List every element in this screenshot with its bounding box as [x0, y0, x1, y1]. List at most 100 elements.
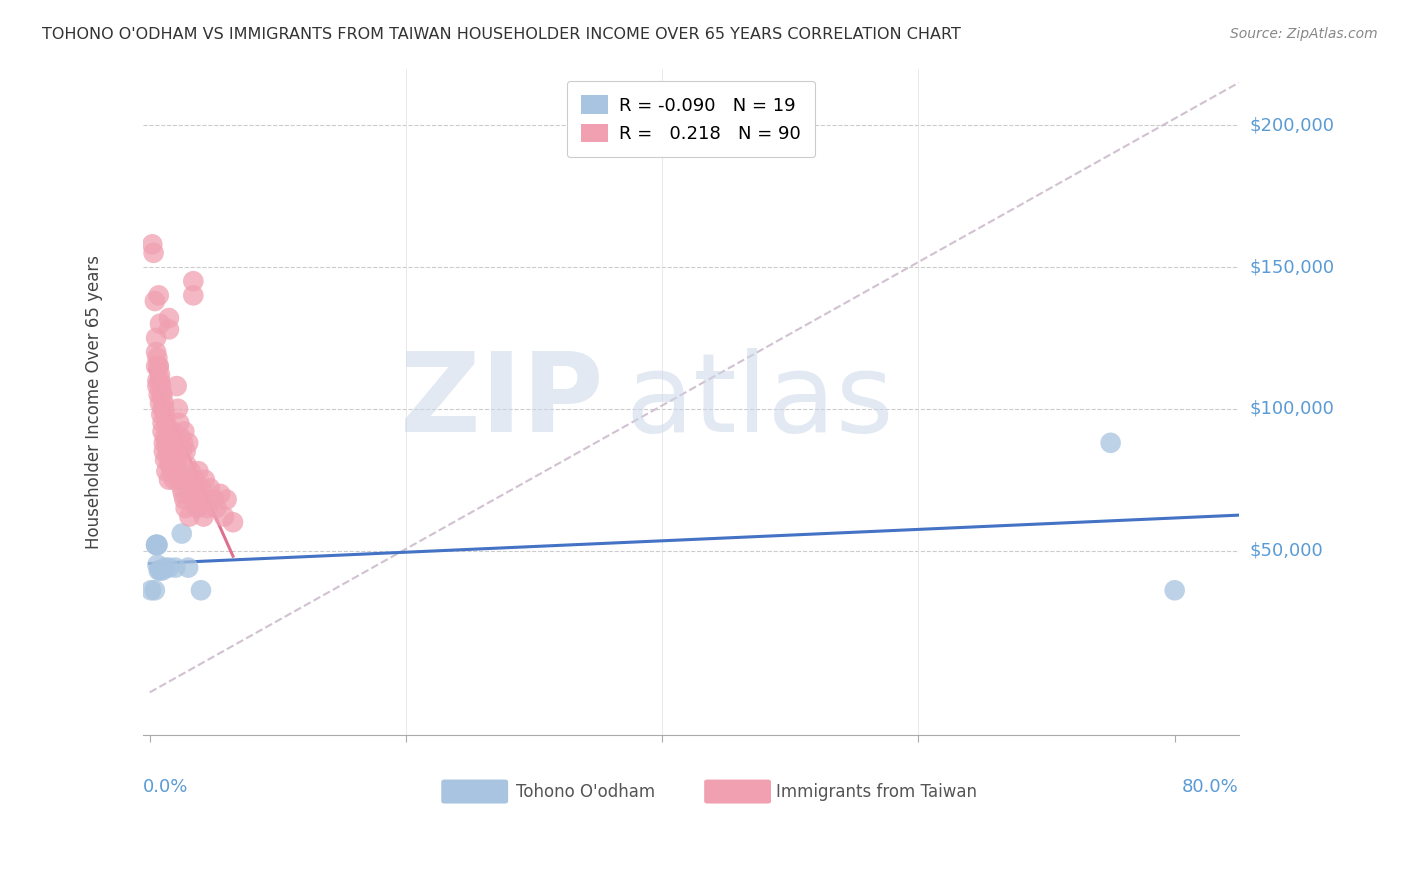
Point [165, 464, 187, 478]
Point [205, 501, 228, 516]
Point [141, 237, 163, 252]
Text: 80.0%: 80.0% [1182, 778, 1239, 797]
Point [148, 563, 170, 577]
Point [153, 560, 176, 574]
Text: atlas: atlas [626, 348, 894, 455]
Point [145, 538, 167, 552]
Point [167, 416, 190, 430]
Point [209, 487, 232, 501]
Point [146, 379, 169, 393]
Point [156, 425, 179, 439]
Point [1099, 435, 1122, 450]
Point [145, 538, 167, 552]
Point [170, 526, 193, 541]
Point [155, 416, 177, 430]
Point [155, 435, 177, 450]
Text: $50,000: $50,000 [1250, 541, 1323, 559]
Point [149, 396, 172, 410]
Point [153, 435, 176, 450]
Point [165, 560, 187, 574]
Point [148, 359, 170, 374]
Text: $100,000: $100,000 [1250, 400, 1334, 417]
Point [153, 408, 176, 422]
Point [166, 379, 188, 393]
Point [1163, 583, 1185, 598]
Point [145, 538, 167, 552]
Point [160, 444, 183, 458]
Point [180, 464, 202, 478]
Point [176, 458, 198, 473]
Point [173, 492, 195, 507]
Point [177, 473, 200, 487]
Point [155, 464, 177, 478]
Point [143, 583, 166, 598]
Text: ZIP: ZIP [401, 348, 603, 455]
Point [146, 558, 169, 572]
Point [153, 444, 176, 458]
Point [149, 317, 172, 331]
Point [170, 444, 193, 458]
Point [177, 435, 200, 450]
Point [157, 560, 180, 574]
Text: TOHONO O'ODHAM VS IMMIGRANTS FROM TAIWAN HOUSEHOLDER INCOME OVER 65 YEARS CORREL: TOHONO O'ODHAM VS IMMIGRANTS FROM TAIWAN… [42, 27, 962, 42]
Point [146, 538, 169, 552]
Point [146, 374, 169, 388]
Text: $200,000: $200,000 [1250, 116, 1334, 134]
Point [181, 274, 204, 288]
Point [167, 473, 190, 487]
Text: $150,000: $150,000 [1250, 258, 1334, 276]
Point [149, 368, 172, 382]
Point [145, 331, 167, 345]
Point [172, 487, 194, 501]
Point [212, 509, 235, 524]
Point [194, 473, 217, 487]
Point [162, 425, 184, 439]
Point [179, 509, 201, 524]
Legend: R = -0.090   N = 19, R =   0.218   N = 90: R = -0.090 N = 19, R = 0.218 N = 90 [567, 81, 815, 158]
Point [152, 425, 174, 439]
Point [174, 501, 197, 516]
Point [150, 379, 173, 393]
Point [181, 288, 204, 302]
Point [157, 311, 180, 326]
Point [157, 473, 180, 487]
Point [167, 464, 190, 478]
Text: Source: ZipAtlas.com: Source: ZipAtlas.com [1230, 27, 1378, 41]
Point [166, 453, 188, 467]
Text: Immigrants from Taiwan: Immigrants from Taiwan [776, 782, 977, 800]
Point [153, 396, 176, 410]
Point [183, 473, 205, 487]
Point [153, 430, 176, 444]
Point [146, 351, 169, 365]
Point [173, 425, 195, 439]
Point [181, 481, 204, 495]
Point [150, 387, 173, 401]
Text: 0.0%: 0.0% [143, 778, 188, 797]
Point [191, 492, 214, 507]
Point [186, 501, 208, 516]
Point [152, 387, 174, 401]
Point [142, 245, 165, 260]
FancyBboxPatch shape [704, 780, 770, 804]
Point [190, 481, 212, 495]
Point [167, 401, 190, 416]
Point [156, 444, 179, 458]
Point [215, 492, 238, 507]
Point [181, 492, 204, 507]
Point [143, 293, 166, 308]
Point [148, 387, 170, 401]
Point [153, 453, 176, 467]
Point [146, 538, 169, 552]
Point [152, 401, 174, 416]
Point [153, 401, 176, 416]
Point [193, 509, 215, 524]
Point [165, 444, 187, 458]
Point [198, 481, 221, 495]
Text: Tohono O'odham: Tohono O'odham [516, 782, 655, 800]
Point [152, 563, 174, 577]
Point [160, 464, 183, 478]
Point [177, 560, 200, 574]
Text: Householder Income Over 65 years: Householder Income Over 65 years [84, 255, 103, 549]
Point [190, 583, 212, 598]
Point [163, 473, 186, 487]
